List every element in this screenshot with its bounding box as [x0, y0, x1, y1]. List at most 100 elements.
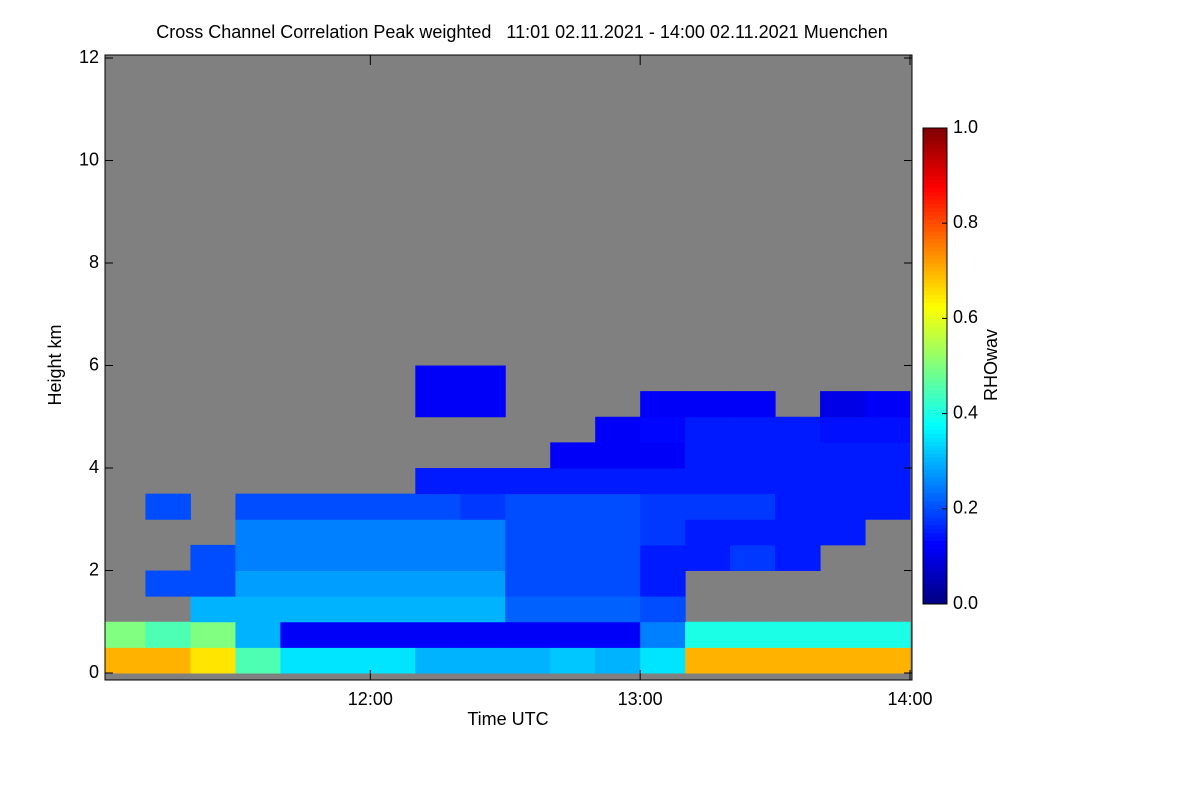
colorbar-swatch: [923, 524, 947, 530]
heatmap-cell: [460, 544, 506, 571]
heatmap-cell: [775, 416, 821, 443]
colorbar-swatch: [923, 354, 947, 359]
heatmap-cell: [640, 442, 686, 469]
heatmap-cell: [370, 596, 416, 623]
colorbar-swatch: [923, 405, 947, 411]
heatmap-cell: [325, 647, 371, 674]
x-tick-label: 12:00: [348, 689, 393, 709]
heatmap-cell: [820, 621, 866, 648]
colorbar-swatch: [923, 338, 947, 343]
heatmap-cell: [325, 596, 371, 623]
heatmap-cell: [105, 647, 146, 674]
heatmap-cell: [235, 621, 281, 648]
heatmap-cell: [325, 570, 371, 597]
heatmap-cell: [460, 570, 506, 597]
colorbar-swatch: [923, 183, 947, 188]
colorbar-swatch: [923, 417, 947, 423]
colorbar-swatch: [923, 155, 947, 161]
heatmap-cell: [460, 596, 506, 623]
heatmap-cell: [370, 519, 416, 546]
chart-title: Cross Channel Correlation Peak weighted …: [156, 22, 888, 42]
heatmap-cell: [775, 621, 821, 648]
plot-frame: [104, 54, 913, 681]
heatmap-cell: [550, 621, 596, 648]
colorbar-swatch: [923, 397, 947, 403]
heatmap-cell: [190, 621, 236, 648]
colorbar-swatch: [923, 239, 947, 244]
colorbar-swatch: [923, 588, 947, 593]
heatmap-cell: [820, 416, 866, 443]
colorbar-swatch: [923, 461, 947, 466]
heatmap-cell: [460, 647, 506, 674]
heatmap-cell: [595, 621, 641, 648]
heatmap-cell: [325, 493, 371, 520]
colorbar-swatch: [923, 600, 947, 605]
heatmap-cell: [415, 391, 461, 418]
heatmap-cell: [685, 391, 731, 418]
colorbar-swatch: [923, 262, 947, 268]
colorbar-swatch: [923, 203, 947, 208]
colorbar-swatch: [923, 433, 947, 438]
heatmap-cell: [505, 621, 551, 648]
heatmap-cell: [460, 365, 506, 392]
colorbar-swatch: [923, 139, 947, 145]
colorbar-tick-label: 0.6: [953, 307, 978, 327]
colorbar-swatch: [923, 211, 947, 216]
heatmap-cell: [730, 519, 776, 546]
colorbar-swatch: [923, 385, 947, 391]
colorbar-swatch: [923, 258, 947, 264]
y-tick-label: 6: [89, 354, 99, 374]
heatmap-cell: [730, 621, 776, 648]
colorbar-swatch: [923, 128, 947, 133]
colorbar-swatch: [923, 278, 947, 284]
heatmap-cell: [280, 647, 326, 674]
heatmap-cell: [505, 647, 551, 674]
heatmap-cell: [370, 621, 416, 648]
heatmap-cell: [190, 570, 236, 597]
heatmap-cell: [640, 596, 686, 623]
colorbar-swatch: [923, 282, 947, 288]
heatmap-cell: [865, 391, 911, 418]
heatmap-cell: [640, 391, 686, 418]
heatmap-cell: [820, 468, 866, 495]
heatmap-cell: [235, 647, 281, 674]
heatmap-cell: [820, 647, 866, 674]
heatmap-cell: [460, 621, 506, 648]
colorbar-swatch: [923, 369, 947, 375]
colorbar-swatch: [923, 243, 947, 248]
colorbar-swatch: [923, 219, 947, 224]
heatmap-cell: [730, 544, 776, 571]
colorbar-swatch: [923, 441, 947, 446]
colorbar-swatch: [923, 187, 947, 192]
heatmap-cell: [415, 570, 461, 597]
colorbar-swatch: [923, 409, 947, 415]
heatmap-cell: [460, 468, 506, 495]
heatmap-cell: [550, 493, 596, 520]
colorbar-swatch: [923, 298, 947, 304]
colorbar-swatch: [923, 576, 947, 581]
colorbar-tick-label: 0.8: [953, 212, 978, 232]
heatmap-cell: [190, 596, 236, 623]
heatmap-cell: [505, 596, 551, 623]
heatmap-cell: [595, 519, 641, 546]
heatmap-cell: [550, 519, 596, 546]
heatmap-cell: [550, 468, 596, 495]
heatmap-cell: [595, 468, 641, 495]
heatmap-cell: [775, 544, 821, 571]
colorbar-swatch: [923, 330, 947, 335]
y-tick-label: 8: [89, 252, 99, 272]
heatmap-cell: [820, 519, 866, 546]
heatmap-cell: [775, 468, 821, 495]
heatmap-cell: [775, 442, 821, 469]
heatmap-cell: [775, 519, 821, 546]
colorbar-swatch: [923, 135, 947, 141]
heatmap-cell: [640, 416, 686, 443]
colorbar-swatch: [923, 449, 947, 454]
heatmap-cell: [775, 647, 821, 674]
colorbar-swatch: [923, 544, 947, 549]
heatmap-cell: [640, 468, 686, 495]
colorbar-swatch: [923, 254, 947, 260]
heatmap-cell: [460, 493, 506, 520]
heatmap-cell: [775, 493, 821, 520]
